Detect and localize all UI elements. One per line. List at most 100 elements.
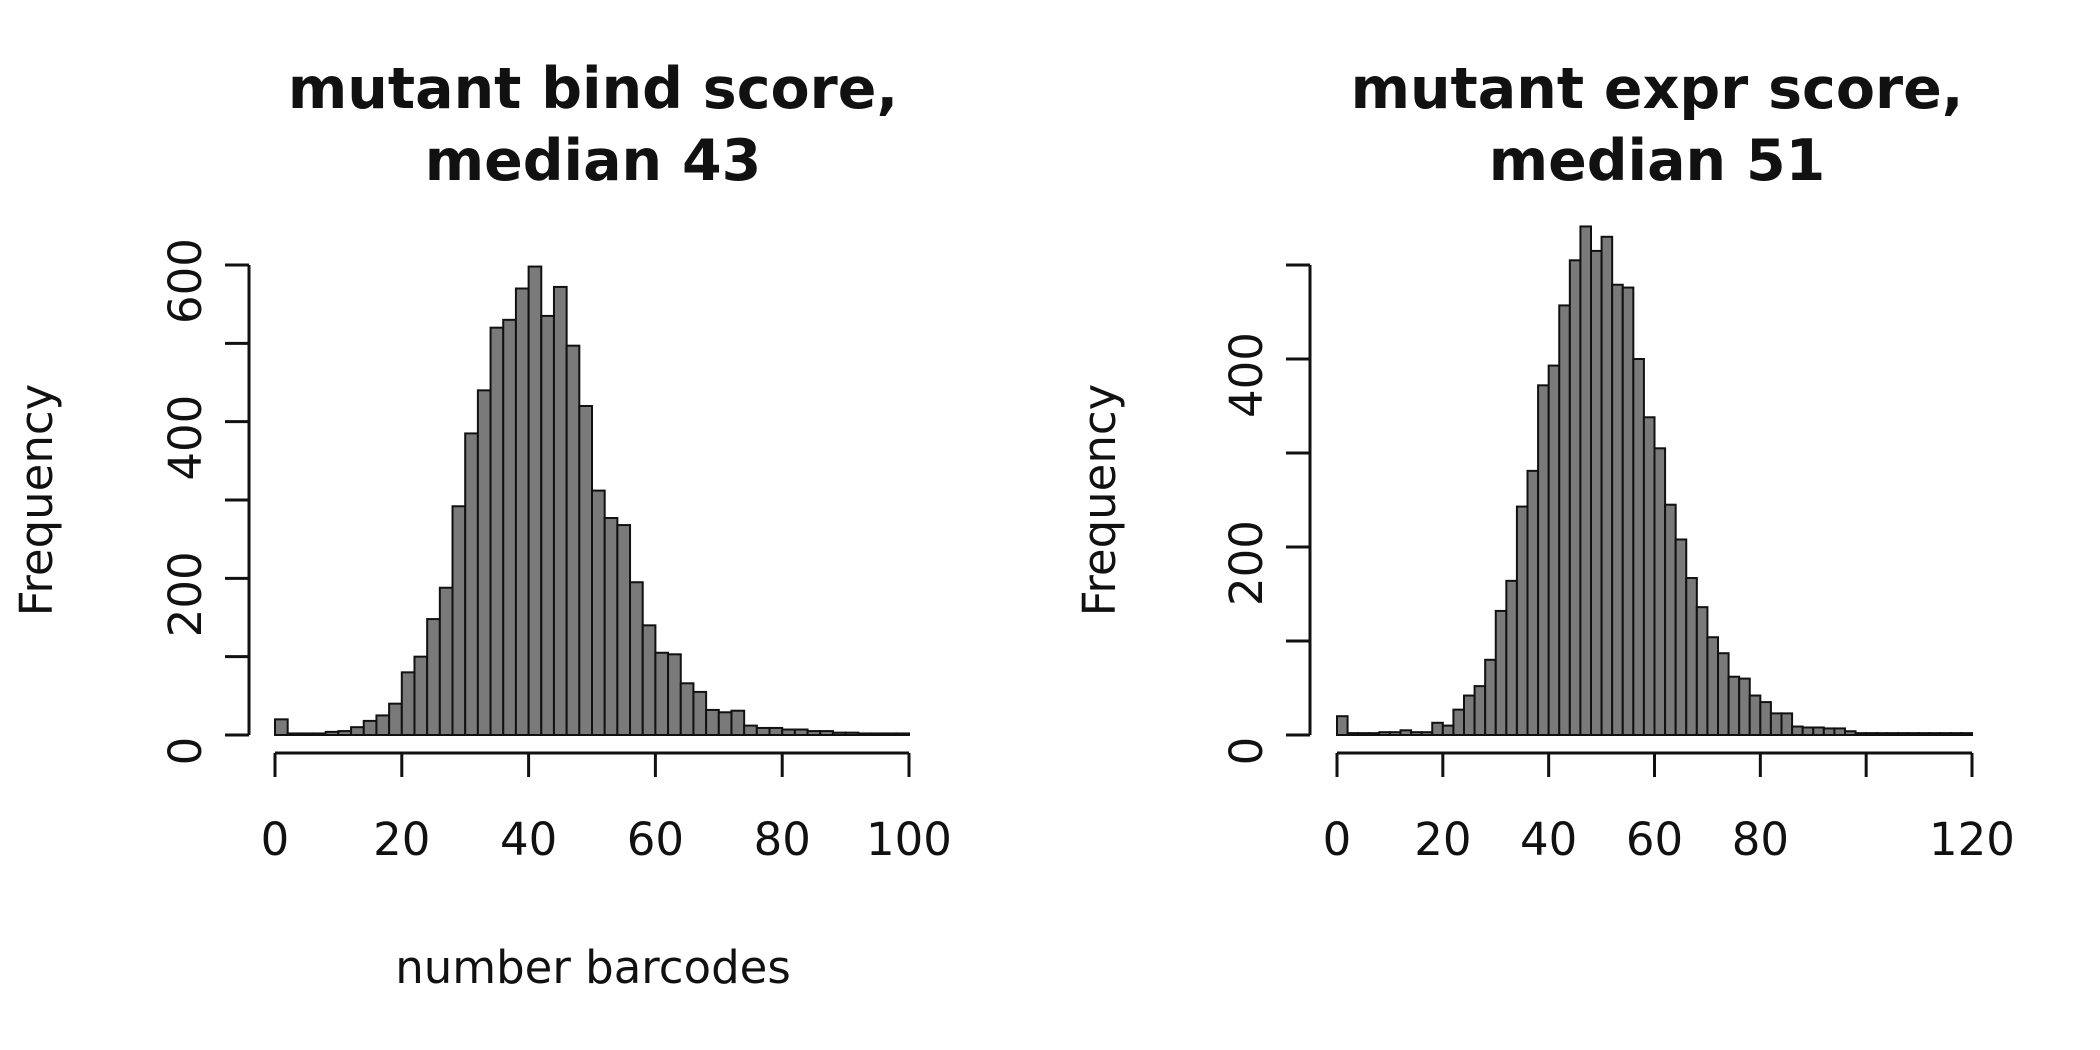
bind-bar-38 (755, 726, 771, 737)
bind-bar-20 (527, 265, 543, 736)
expr-bar-20 (1547, 364, 1561, 736)
bind-bar-4 (324, 730, 340, 736)
bind-title-line1: mutant bind score, (288, 56, 898, 122)
bind-bar-42 (806, 730, 822, 736)
expr-x-tick-label-1: 20 (1414, 813, 1471, 866)
bind-bar-9 (388, 702, 403, 737)
expr-bar-42 (1780, 712, 1794, 737)
bind-bar-23 (565, 344, 581, 736)
expr-bar-15 (1494, 609, 1508, 736)
expr-bar-54 (1907, 732, 1921, 736)
expr-bar-34 (1695, 606, 1709, 736)
expr-x-tick-label-3: 60 (1626, 813, 1683, 866)
expr-bar-0 (1336, 715, 1349, 737)
bind-bar-45 (844, 731, 860, 737)
expr-bar-39 (1748, 694, 1762, 737)
bind-bar-17 (489, 326, 505, 736)
bind-bar-22 (552, 285, 568, 736)
bind-y-tick-label-2: 200 (159, 551, 212, 637)
expr-bar-47 (1833, 727, 1846, 736)
expr-bar-41 (1769, 712, 1783, 737)
expr-x-tick-label-0: 0 (1323, 813, 1352, 866)
expr-bar-21 (1558, 304, 1571, 736)
expr-bar-44 (1801, 726, 1815, 736)
bind-bar-49 (895, 732, 911, 737)
expr-bar-5 (1388, 731, 1402, 736)
expr-bar-3 (1367, 732, 1381, 736)
expr-bar-49 (1854, 732, 1868, 736)
panel-expr-score: mutant expr score, median 51 Frequency 0… (1073, 56, 2015, 866)
bind-x-tick-label-4: 80 (754, 813, 811, 866)
bind-ylabel: Frequency (10, 384, 63, 616)
expr-bar-56 (1928, 732, 1942, 736)
bind-bar-21 (540, 314, 555, 736)
expr-bar-19 (1537, 384, 1550, 736)
expr-bar-23 (1579, 225, 1592, 737)
bind-bar-35 (717, 711, 733, 736)
bind-bar-13 (438, 586, 454, 736)
bind-xlabel: number barcodes (395, 941, 791, 994)
bind-bar-41 (793, 728, 809, 736)
expr-bar-16 (1505, 579, 1518, 737)
bind-bar-39 (768, 726, 784, 737)
expr-bar-57 (1939, 732, 1952, 736)
bind-bar-6 (350, 726, 365, 737)
expr-bar-48 (1844, 730, 1857, 736)
bind-y-tick-label-0: 0 (159, 737, 212, 766)
bind-y-axis: 0 200 400 600 (159, 238, 251, 766)
bind-x-tick-label-1: 20 (373, 813, 430, 866)
bind-x-tick-label-5: 100 (866, 813, 952, 866)
bind-bar-14 (451, 505, 467, 736)
expr-bar-18 (1526, 469, 1540, 736)
bind-bar-12 (426, 618, 441, 736)
expr-bar-46 (1822, 727, 1836, 736)
expr-bar-7 (1410, 731, 1423, 736)
expr-bar-37 (1727, 675, 1741, 736)
expr-bar-24 (1590, 249, 1603, 736)
expr-bar-1 (1346, 732, 1360, 736)
expr-bar-35 (1706, 636, 1719, 736)
bind-bar-44 (831, 731, 847, 737)
bind-bar-43 (819, 730, 834, 736)
expr-bar-13 (1473, 685, 1487, 736)
bind-bar-3 (312, 732, 327, 737)
expr-bar-8 (1420, 731, 1434, 736)
expr-bar-55 (1918, 732, 1931, 736)
bind-title-line2: median 43 (425, 128, 762, 194)
bind-bar-26 (603, 517, 619, 736)
expr-ylabel: Frequency (1073, 384, 1126, 616)
bind-bar-25 (591, 489, 606, 736)
bind-bar-27 (616, 524, 632, 736)
bind-bar-19 (514, 287, 530, 736)
bind-bar-32 (679, 682, 695, 736)
expr-bar-6 (1399, 729, 1413, 736)
bind-bar-24 (578, 405, 594, 736)
expr-title-line2: median 51 (1489, 128, 1826, 194)
bind-bar-33 (692, 690, 708, 737)
expr-bar-4 (1378, 731, 1391, 736)
bind-x-tick-label-2: 40 (500, 813, 557, 866)
expr-bar-40 (1759, 701, 1772, 736)
expr-bar-12 (1463, 694, 1476, 737)
bind-bar-46 (857, 732, 872, 737)
expr-bar-28 (1632, 358, 1645, 736)
expr-bar-33 (1685, 577, 1698, 737)
expr-x-axis: 0 20 40 60 80 120 (1323, 751, 2015, 866)
bind-bar-34 (705, 708, 720, 737)
expr-x-tick-label-6: 120 (1929, 813, 2015, 866)
bind-bar-0 (274, 718, 289, 736)
bind-bar-47 (869, 732, 885, 737)
bind-bar-48 (882, 732, 898, 737)
expr-x-tick-label-2: 40 (1520, 813, 1577, 866)
expr-bar-32 (1674, 538, 1688, 736)
expr-bar-25 (1600, 235, 1614, 737)
expr-bar-59 (1960, 732, 1973, 736)
expr-bar-17 (1515, 505, 1529, 736)
expr-bar-14 (1484, 658, 1497, 736)
bind-bar-16 (476, 389, 492, 736)
expr-y-tick-label-2: 200 (1220, 520, 1273, 606)
expr-bar-11 (1452, 708, 1465, 736)
bind-bar-5 (337, 730, 353, 736)
bind-bar-37 (743, 724, 758, 736)
